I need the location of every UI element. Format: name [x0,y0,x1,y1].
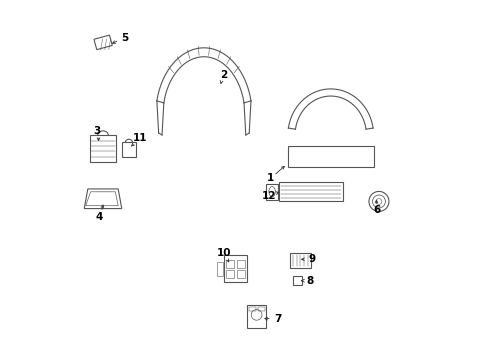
Text: 3: 3 [93,126,100,136]
Text: 12: 12 [262,191,276,201]
Text: 5: 5 [121,33,128,43]
Bar [279,182,343,202]
Text: 10: 10 [216,248,231,258]
Bar [217,262,223,276]
Bar [237,270,245,278]
Bar [267,184,278,200]
Bar [237,260,245,267]
Bar [293,276,302,285]
Bar [94,35,112,50]
Text: 7: 7 [274,314,282,324]
Bar [290,253,311,267]
Text: 11: 11 [132,133,147,143]
Bar [223,255,247,282]
Bar [288,146,373,167]
Text: 1: 1 [267,173,274,183]
Bar [247,305,267,328]
Text: 8: 8 [307,276,314,286]
Text: 9: 9 [309,254,316,264]
Bar [248,307,256,311]
Text: 2: 2 [220,69,227,80]
Text: 4: 4 [96,212,103,222]
Text: 6: 6 [373,205,381,215]
Bar [90,135,117,162]
Bar [122,143,136,157]
Bar [226,260,234,267]
Bar [258,307,265,311]
Bar [226,270,234,278]
